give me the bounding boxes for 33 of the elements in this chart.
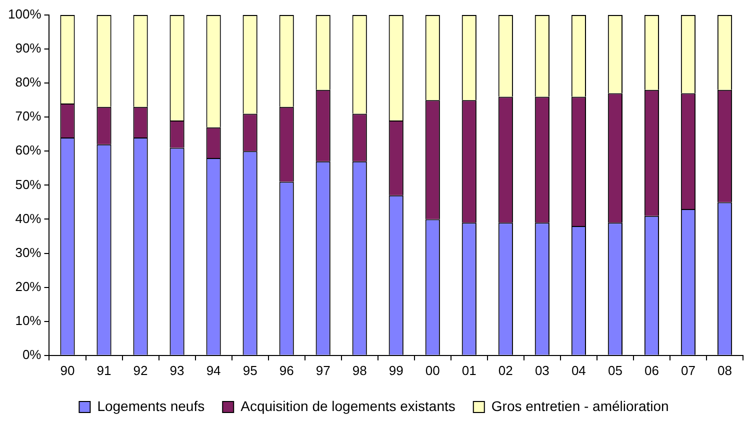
x-tick-label: 91 xyxy=(96,362,112,378)
y-tick-label: 50% xyxy=(15,176,42,192)
y-tick-label: 40% xyxy=(15,210,42,226)
y-tick-label: 70% xyxy=(15,108,42,124)
x-tick-label: 08 xyxy=(718,362,732,378)
x-tick-label: 97 xyxy=(316,362,330,378)
y-tick-label: 10% xyxy=(15,312,42,328)
y-tick-label: 80% xyxy=(15,74,42,90)
x-tick-label: 92 xyxy=(133,362,148,378)
x-tick-label: 06 xyxy=(644,362,659,378)
x-tick-label: 04 xyxy=(571,362,586,378)
x-tick-label: 03 xyxy=(534,362,550,378)
y-tick-label: 30% xyxy=(15,244,42,260)
x-tick-label: 98 xyxy=(352,362,367,378)
x-tick-label: 96 xyxy=(279,362,294,378)
x-tick-label: 07 xyxy=(680,362,696,378)
y-tick-label: 100% xyxy=(8,6,42,22)
legend-label: Logements neufs xyxy=(97,398,205,414)
x-tick-label: 90 xyxy=(60,362,75,378)
y-tick-label: 60% xyxy=(15,142,42,158)
x-tick-label: 95 xyxy=(242,362,258,378)
x-tick-label: 00 xyxy=(425,362,440,378)
legend-label: Acquisition de logements existants xyxy=(240,398,456,414)
x-tick-label: 05 xyxy=(608,362,622,378)
x-tick-label: 93 xyxy=(170,362,184,378)
y-tick-label: 90% xyxy=(15,40,42,56)
legend-label: Gros entretien - amélioration xyxy=(491,398,669,414)
x-tick-label: 99 xyxy=(388,362,404,378)
x-tick-label: 01 xyxy=(462,362,476,378)
x-tick-label: 02 xyxy=(498,362,513,378)
y-tick-label: 20% xyxy=(15,278,42,294)
x-tick-label: 94 xyxy=(206,362,221,378)
y-tick-label: 0% xyxy=(22,346,42,362)
